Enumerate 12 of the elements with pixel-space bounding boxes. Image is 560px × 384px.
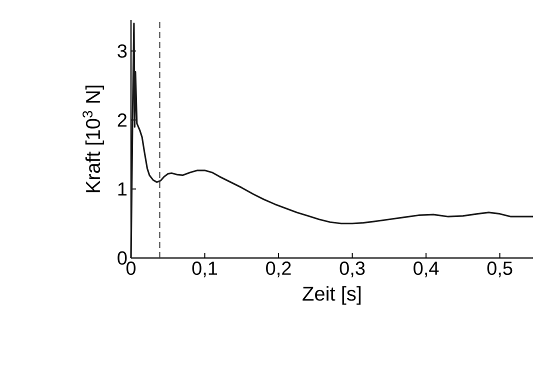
- y-tick-label: 2: [118, 113, 127, 127]
- x-tick-label: 0,3: [340, 262, 365, 278]
- x-tick-label: 0,5: [487, 262, 512, 278]
- y-tick-label: 3: [118, 44, 127, 58]
- x-tick-label: 0,2: [266, 262, 291, 278]
- y-tick-label: 0: [118, 251, 127, 265]
- x-tick-label: 0,1: [192, 262, 218, 278]
- y-tick-label: 1: [118, 182, 127, 196]
- x-tick-label: 0,4: [414, 262, 439, 278]
- x-axis-title: Zeit [s]: [302, 286, 361, 305]
- x-tick-label: 0: [126, 262, 136, 275]
- y-axis-title: Kraft [10$^{3}$ N]: [82, 86, 104, 192]
